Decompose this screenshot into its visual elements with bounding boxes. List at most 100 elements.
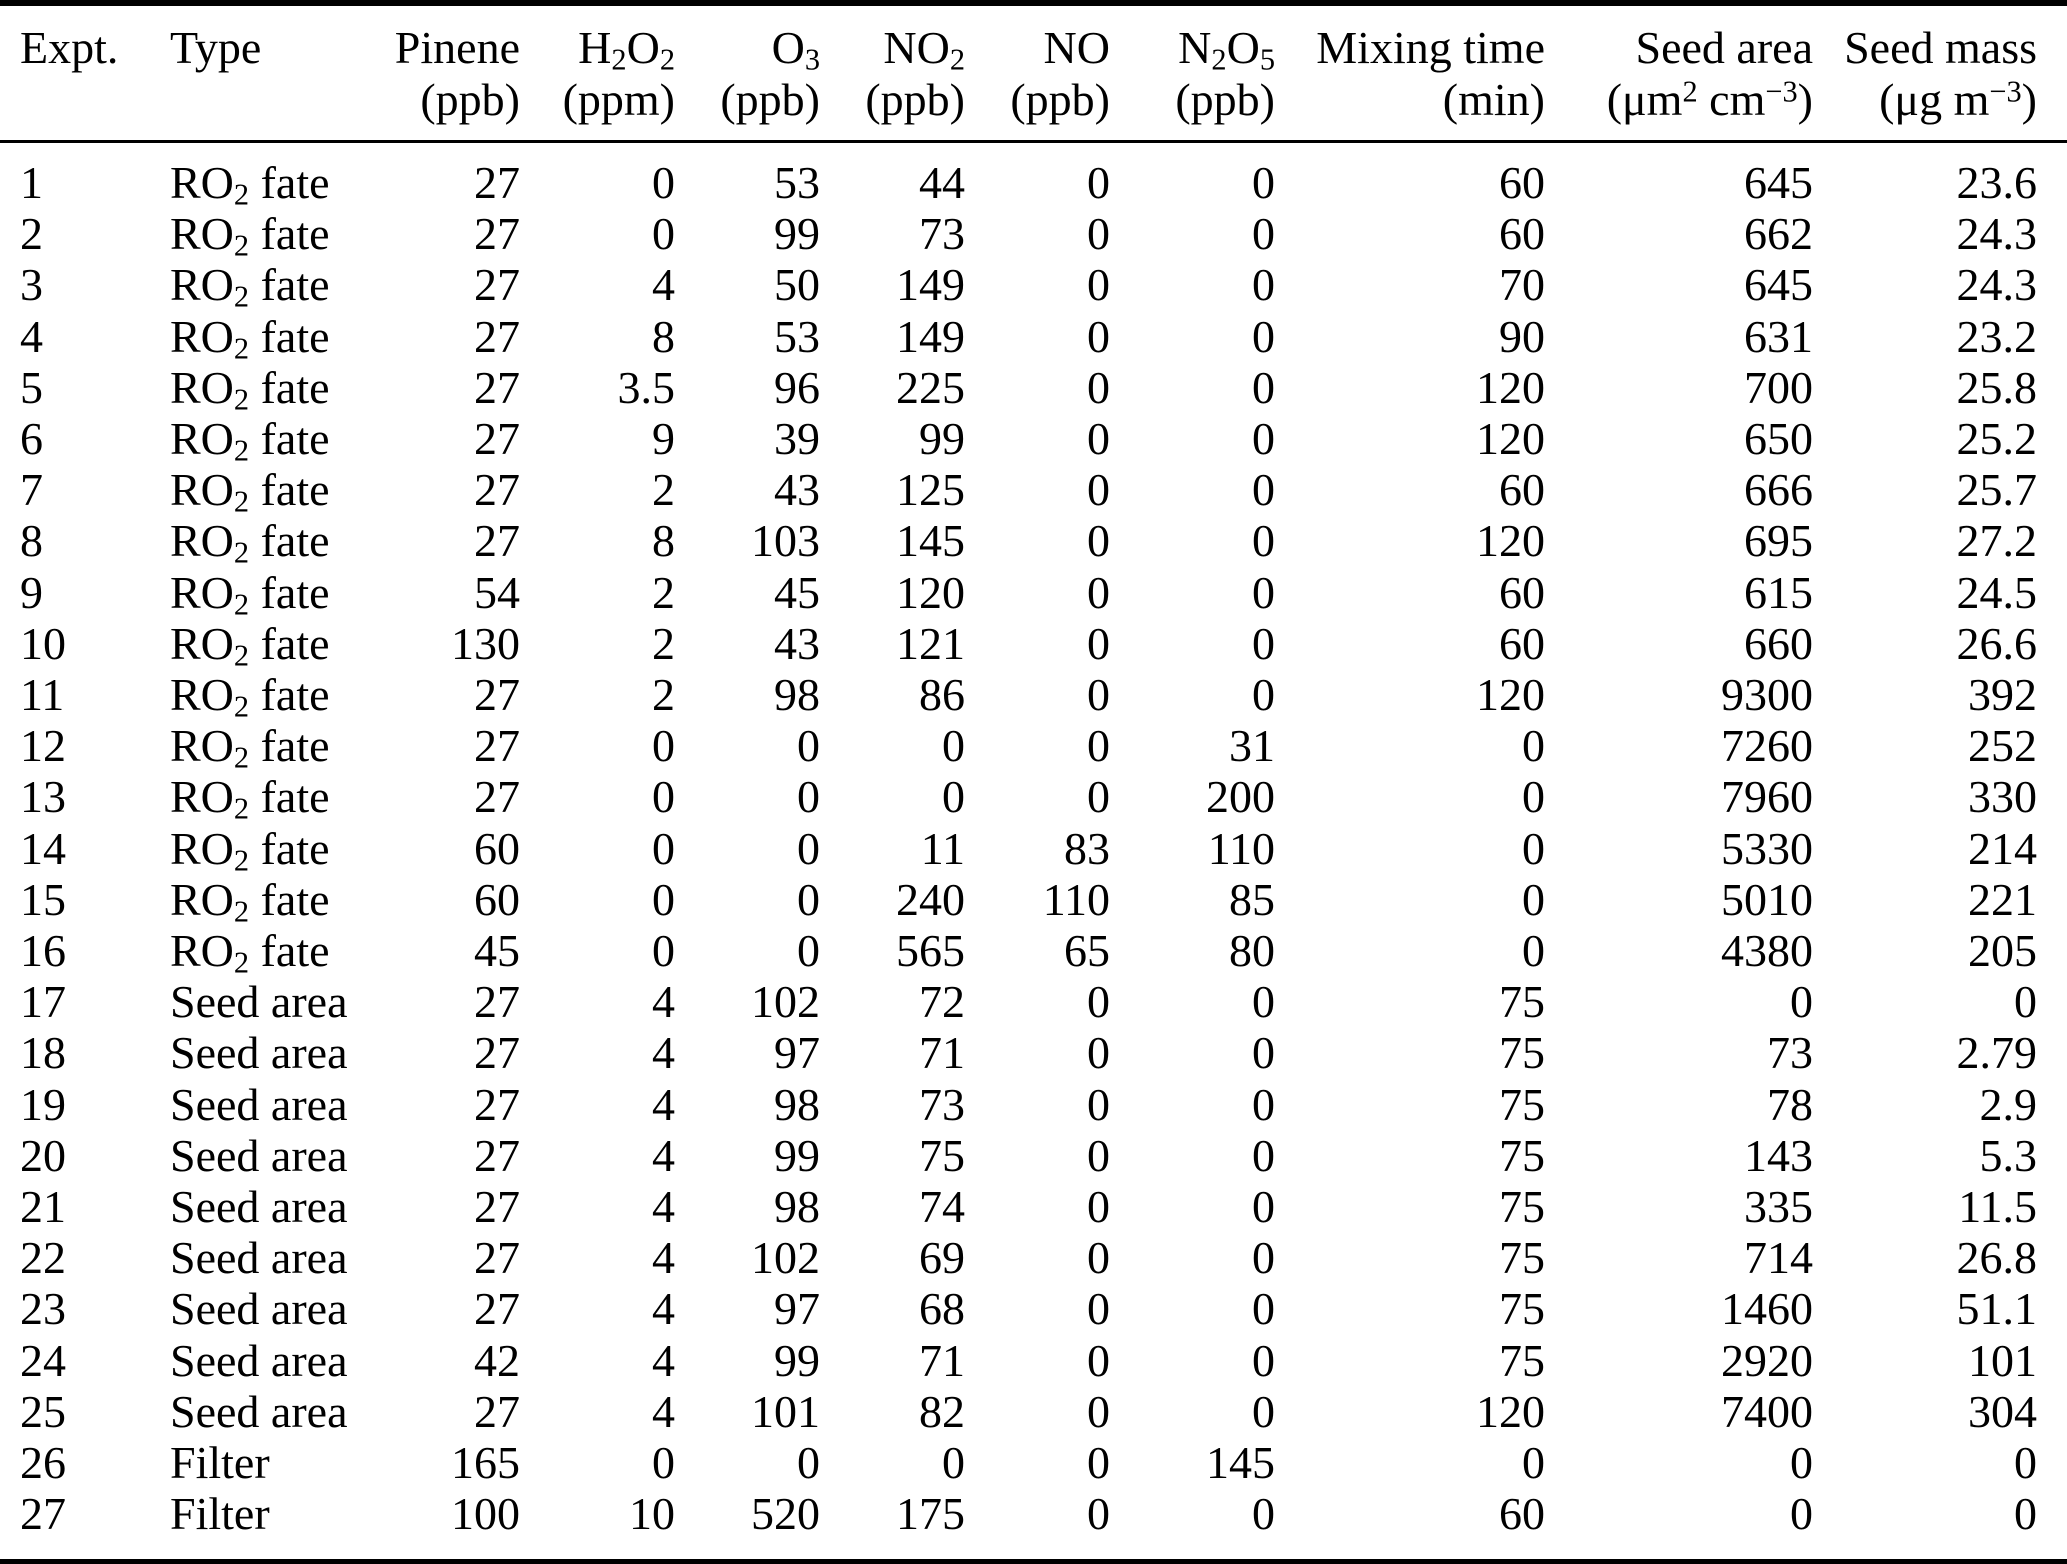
cell-n2o5: 0	[1252, 413, 1275, 465]
cell-pinene: 27	[474, 208, 520, 260]
cell-o3: 99	[774, 1334, 820, 1386]
cell-n2o5: 0	[1252, 1181, 1275, 1233]
cell-seed-area: 0	[1790, 1437, 1813, 1489]
cell-no2: 120	[896, 566, 965, 618]
cell-no: 0	[1087, 413, 1110, 465]
cell-no: 0	[1087, 1437, 1110, 1489]
column-unit-seed-area: (μm2 cm−3)	[1545, 74, 1813, 143]
cell-no: 0	[1087, 1385, 1110, 1437]
column-header-type: Type	[170, 22, 262, 73]
cell-no: 0	[1087, 720, 1110, 772]
cell-no: 65	[1064, 925, 1110, 977]
cell-n2o5: 0	[1252, 1488, 1275, 1540]
cell-type: Seed area	[170, 1232, 348, 1284]
cell-no: 0	[1087, 1078, 1110, 1130]
cell-o3: 102	[751, 1232, 820, 1284]
cell-o3: 98	[774, 1078, 820, 1130]
column-unit-seed-mass: (μg m−3)	[1813, 74, 2067, 143]
cell-type: RO2 fate	[170, 515, 330, 571]
cell-mixing-time: 75	[1499, 1181, 1545, 1233]
table-row: 17 Seed area 27 4 102 72 0 0 75 0 0	[0, 976, 2067, 1027]
cell-pinene: 27	[474, 1232, 520, 1284]
cell-expt: 9	[20, 566, 43, 618]
cell-no: 0	[1087, 1027, 1110, 1079]
cell-o3: 0	[797, 873, 820, 925]
cell-pinene: 27	[474, 669, 520, 721]
cell-o3: 99	[774, 208, 820, 260]
cell-seed-area: 5010	[1721, 873, 1813, 925]
cell-o3: 101	[751, 1385, 820, 1437]
cell-h2o2: 4	[652, 976, 675, 1028]
column-header-no: NO	[1043, 22, 1110, 73]
cell-h2o2: 0	[652, 720, 675, 772]
cell-seed-area: 2920	[1721, 1334, 1813, 1386]
cell-mixing-time: 60	[1499, 566, 1545, 618]
cell-n2o5: 0	[1252, 617, 1275, 669]
column-unit-no: (ppb)	[965, 74, 1110, 143]
cell-seed-area: 666	[1744, 464, 1813, 516]
cell-mixing-time: 120	[1476, 669, 1545, 721]
cell-mixing-time: 0	[1522, 720, 1545, 772]
cell-mixing-time: 75	[1499, 1027, 1545, 1079]
cell-mixing-time: 60	[1499, 1488, 1545, 1540]
cell-no: 110	[1042, 873, 1110, 925]
cell-o3: 0	[797, 771, 820, 823]
cell-n2o5: 0	[1252, 976, 1275, 1028]
cell-no2: 71	[919, 1334, 965, 1386]
cell-mixing-time: 120	[1476, 515, 1545, 567]
cell-pinene: 100	[451, 1488, 520, 1540]
cell-type: RO2 fate	[170, 925, 330, 980]
cell-o3: 43	[774, 464, 820, 516]
cell-pinene: 27	[474, 720, 520, 772]
cell-seed-area: 1460	[1721, 1283, 1813, 1335]
table-row: 6 RO2 fate 27 9 39 99 0 0 120 650 25.2	[0, 413, 2067, 468]
cell-h2o2: 2	[652, 617, 675, 669]
cell-type: Seed area	[170, 1078, 348, 1130]
cell-type: Seed area	[170, 1334, 348, 1386]
cell-expt: 18	[20, 1027, 66, 1079]
cell-seed-mass: 27.2	[1956, 515, 2038, 567]
cell-o3: 50	[774, 259, 820, 311]
cell-pinene: 42	[474, 1334, 520, 1386]
table-row: 1 RO2 fate 27 0 53 44 0 0 60 645 23.6	[0, 142, 2067, 210]
cell-h2o2: 0	[652, 157, 675, 208]
cell-seed-area: 5330	[1721, 822, 1813, 874]
cell-seed-mass: 205	[1968, 925, 2037, 977]
cell-expt: 17	[20, 976, 66, 1028]
table-row: 9 RO2 fate 54 2 45 120 0 0 60 615 24.5	[0, 566, 2067, 620]
cell-no2: 240	[896, 873, 965, 925]
cell-expt: 16	[20, 925, 66, 977]
cell-h2o2: 4	[652, 1181, 675, 1233]
cell-h2o2: 9	[652, 413, 675, 465]
column-unit-type	[170, 74, 380, 143]
cell-no: 0	[1087, 1334, 1110, 1386]
table-row: 11 RO2 fate 27 2 98 86 0 0 120 9300 392	[0, 669, 2067, 722]
cell-no2: 121	[896, 617, 965, 669]
cell-mixing-time: 70	[1499, 259, 1545, 311]
table-row: 23 Seed area 27 4 97 68 0 0 75 1460 51.1	[0, 1283, 2067, 1334]
cell-seed-area: 7400	[1721, 1385, 1813, 1437]
cell-seed-area: 615	[1744, 566, 1813, 618]
cell-n2o5: 0	[1252, 310, 1275, 362]
cell-seed-mass: 25.8	[1956, 361, 2038, 413]
table-row: 5 RO2 fate 27 3.5 96 225 0 0 120 700 25.8	[0, 361, 2067, 415]
header-unit-row: (ppb) (ppm) (ppb) (ppb) (ppb) (ppb) (min) (μm2 …	[0, 74, 2067, 143]
cell-type: RO2 fate	[170, 617, 330, 673]
cell-mixing-time: 0	[1522, 771, 1545, 823]
cell-seed-area: 7260	[1721, 720, 1813, 772]
cell-h2o2: 0	[652, 1437, 675, 1489]
cell-h2o2: 4	[652, 1385, 675, 1437]
cell-type: RO2 fate	[170, 771, 330, 827]
cell-n2o5: 0	[1252, 1385, 1275, 1437]
cell-pinene: 130	[451, 617, 520, 669]
table-row: 13 RO2 fate 27 0 0 0 0 200 0 7960 330	[0, 771, 2067, 827]
column-unit-pinene: (ppb)	[380, 74, 520, 143]
cell-mixing-time: 60	[1499, 157, 1545, 208]
cell-no2: 0	[942, 1437, 965, 1489]
cell-pinene: 27	[474, 361, 520, 413]
cell-expt: 22	[20, 1232, 66, 1284]
cell-type: RO2 fate	[170, 413, 330, 468]
column-unit-n2o5: (ppb)	[1110, 74, 1275, 143]
cell-seed-area: 700	[1744, 361, 1813, 413]
cell-seed-area: 660	[1744, 617, 1813, 669]
